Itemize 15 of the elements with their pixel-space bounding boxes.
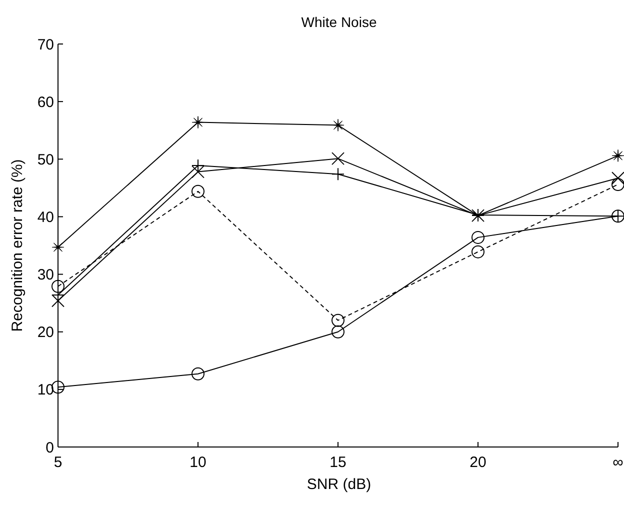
y-tick-label: 50 <box>37 151 54 168</box>
y-tick-label: 40 <box>37 208 54 226</box>
x-tick-label: 5 <box>54 454 62 471</box>
chart-title: White Noise <box>301 14 377 30</box>
x-axis-title: SNR (dB) <box>306 476 372 493</box>
x-tick-label: 10 <box>190 454 206 471</box>
y-axis-title: Recognition error rate (%) <box>9 159 26 332</box>
y-tick-label: 0 <box>46 439 54 456</box>
y-tick-label: 20 <box>37 324 54 342</box>
x-tick-label: 15 <box>330 454 346 471</box>
y-tick-label: 60 <box>37 94 54 111</box>
y-tick-label: 70 <box>37 36 54 54</box>
x-tick-label: 20 <box>470 454 486 471</box>
y-tick-label: 30 <box>37 266 54 284</box>
x-tick-label: ∞ <box>612 454 624 471</box>
